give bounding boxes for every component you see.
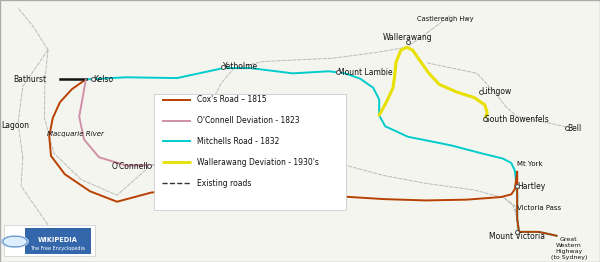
Text: Macquarie River: Macquarie River — [47, 131, 103, 137]
Text: Lithgow: Lithgow — [481, 87, 511, 96]
FancyBboxPatch shape — [4, 225, 95, 256]
Text: Lagoon: Lagoon — [1, 121, 29, 130]
Text: Rydal: Rydal — [322, 116, 343, 125]
Text: Existing roads: Existing roads — [197, 179, 251, 188]
Text: Victoria Pass: Victoria Pass — [517, 205, 562, 211]
Text: Mitchells Road - 1832: Mitchells Road - 1832 — [197, 137, 279, 146]
Text: Castlereagh Hwy: Castlereagh Hwy — [417, 16, 473, 22]
Text: Bell: Bell — [567, 124, 581, 133]
Text: Mount Victoria: Mount Victoria — [489, 232, 545, 241]
Text: Tarana: Tarana — [256, 149, 281, 158]
Text: South Bowenfels: South Bowenfels — [485, 115, 548, 124]
Text: The Free Encyclopedia: The Free Encyclopedia — [30, 246, 85, 251]
Text: Hartley: Hartley — [517, 182, 545, 190]
Text: Bathurst: Bathurst — [13, 75, 46, 84]
Text: Kelso: Kelso — [93, 75, 113, 84]
Text: Mt York: Mt York — [517, 161, 543, 167]
Text: Yetholme: Yetholme — [223, 62, 259, 71]
Text: Wallerawang Deviation - 1930's: Wallerawang Deviation - 1930's — [197, 158, 319, 167]
Circle shape — [3, 236, 27, 247]
Text: Cox's Road – 1815: Cox's Road – 1815 — [197, 95, 266, 104]
Text: Mount Lambie: Mount Lambie — [338, 68, 393, 77]
Circle shape — [2, 236, 28, 247]
Text: Wallerawang: Wallerawang — [383, 33, 433, 42]
Text: Great
Western
Highway
(to Sydney): Great Western Highway (to Sydney) — [551, 237, 587, 259]
Text: WIKIPEDIA: WIKIPEDIA — [38, 237, 77, 243]
FancyBboxPatch shape — [25, 228, 91, 254]
Text: O'Connell: O'Connell — [112, 162, 149, 171]
FancyBboxPatch shape — [154, 94, 346, 210]
Text: O'Connell Deviation - 1823: O'Connell Deviation - 1823 — [197, 116, 299, 125]
